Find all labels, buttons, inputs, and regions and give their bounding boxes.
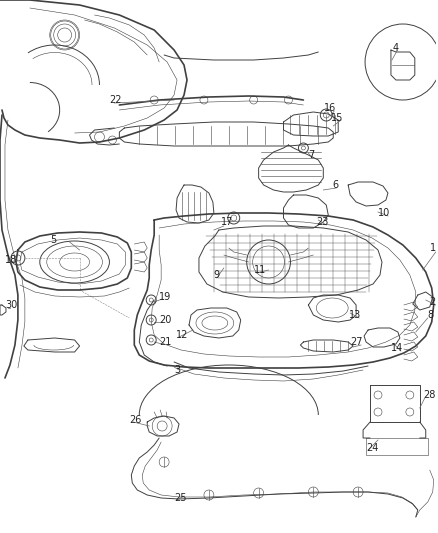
Text: 24: 24 (366, 443, 378, 453)
Text: 6: 6 (332, 180, 338, 190)
Text: 15: 15 (331, 113, 343, 123)
Text: 11: 11 (254, 265, 266, 275)
Text: 27: 27 (350, 337, 363, 347)
Text: 2: 2 (429, 297, 436, 307)
Text: 5: 5 (50, 235, 56, 245)
Text: 7: 7 (308, 150, 314, 160)
Text: 26: 26 (129, 415, 141, 425)
Text: 25: 25 (174, 493, 187, 503)
Text: 10: 10 (378, 208, 390, 218)
Text: 14: 14 (391, 343, 403, 353)
Text: 3: 3 (174, 365, 180, 375)
Text: 30: 30 (5, 300, 17, 310)
Text: 28: 28 (423, 390, 435, 400)
Text: 18: 18 (5, 255, 17, 265)
Text: 17: 17 (221, 217, 233, 227)
Text: 9: 9 (214, 270, 220, 280)
Text: 22: 22 (110, 95, 122, 105)
Text: 13: 13 (349, 310, 361, 320)
Text: 20: 20 (159, 315, 172, 325)
Text: 8: 8 (428, 310, 434, 320)
Text: 12: 12 (176, 330, 188, 340)
Text: 4: 4 (393, 43, 399, 53)
Text: 1: 1 (430, 243, 436, 253)
Text: 19: 19 (159, 292, 171, 302)
Text: 23: 23 (316, 217, 328, 227)
Text: 16: 16 (324, 103, 336, 113)
Text: 21: 21 (159, 337, 172, 347)
